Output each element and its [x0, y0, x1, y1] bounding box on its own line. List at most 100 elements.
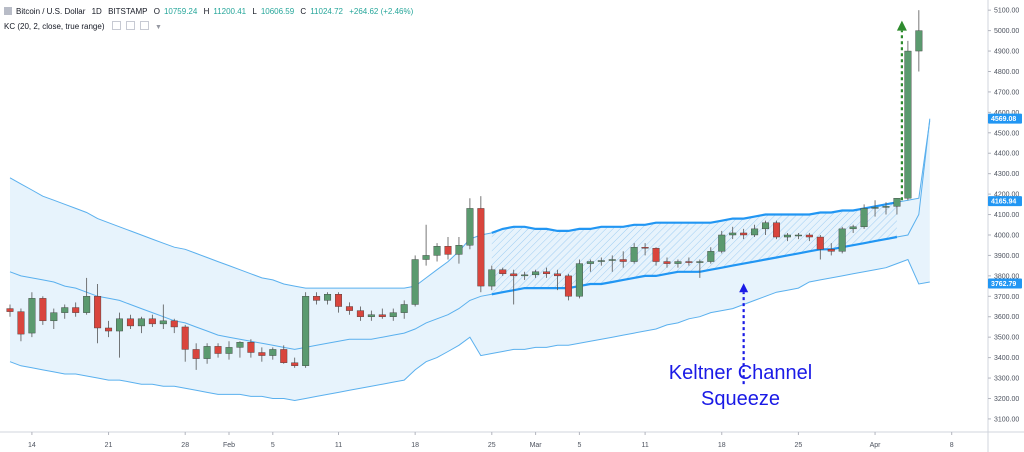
candle-body [170, 320, 178, 328]
candle-body [400, 304, 408, 313]
candle-body [378, 314, 386, 317]
candle-body [915, 30, 923, 52]
candle-body [740, 232, 748, 236]
candle-body [521, 274, 529, 277]
candle-body [444, 246, 452, 255]
candle-body [488, 269, 496, 287]
x-tick-label: 14 [28, 442, 36, 449]
high-label: H [203, 7, 210, 16]
candle-body [61, 307, 69, 313]
x-tick-label: Mar [530, 442, 543, 449]
y-tick-label: 3100.00 [994, 416, 1019, 423]
change-value: +264.62 (+2.46%) [349, 7, 414, 16]
y-tick-label: 4000.00 [994, 232, 1019, 239]
squeeze-zone [491, 202, 897, 295]
candle-body [532, 271, 540, 276]
candle-body [608, 259, 616, 261]
y-tick-label: 4800.00 [994, 69, 1019, 76]
x-tick-label: 25 [488, 442, 496, 449]
chevron-down-icon[interactable]: ▼ [154, 24, 162, 31]
candle-body [882, 206, 890, 208]
candle-body [707, 251, 715, 262]
candle-body [225, 347, 233, 354]
y-tick-label: 4200.00 [994, 192, 1019, 199]
candle-body [203, 346, 211, 359]
squeeze-upper-line [491, 201, 898, 234]
low-value: 10606.59 [260, 7, 295, 16]
candle-body [838, 228, 846, 252]
x-tick-label: 11 [641, 442, 648, 449]
candle-body [849, 226, 857, 230]
candle-body [411, 259, 419, 305]
open-value: 10759.24 [163, 7, 198, 16]
candle-body [904, 50, 912, 199]
candle-body [367, 314, 375, 317]
candle-body [827, 249, 835, 252]
indicator-label[interactable]: KC (20, 2, close, true range) [4, 22, 105, 31]
breakout-arrowhead [896, 20, 907, 31]
interval[interactable]: 1D [91, 7, 102, 16]
candle-body [477, 208, 485, 287]
candle-body [181, 326, 189, 350]
symbol-icon[interactable] [4, 7, 12, 15]
candle-body [696, 261, 704, 263]
price-tag-label: 3762.79 [991, 281, 1016, 288]
squeeze-arrowhead [739, 283, 749, 293]
candle-body [510, 273, 518, 277]
candle-body [543, 271, 551, 275]
y-tick-label: 3200.00 [994, 396, 1019, 403]
indicator-row: KC (20, 2, close, true range) ▼ [4, 21, 166, 31]
candle-body [762, 222, 770, 230]
y-tick-label: 4300.00 [994, 171, 1019, 178]
candle-body [499, 269, 507, 275]
y-tick-label: 3500.00 [994, 335, 1019, 342]
settings-icon[interactable] [125, 21, 135, 30]
candle-body [564, 275, 572, 297]
y-tick-label: 5100.00 [994, 8, 1019, 15]
candle-body [597, 260, 605, 262]
y-tick-label: 3900.00 [994, 253, 1019, 260]
candle-body [83, 296, 91, 313]
x-tick-label: Feb [223, 442, 235, 449]
candle-body [269, 349, 277, 356]
annotation-line-2: Squeeze [701, 388, 780, 410]
y-tick-label: 4100.00 [994, 212, 1019, 219]
eye-icon[interactable] [111, 21, 121, 30]
candle-body [794, 234, 802, 237]
candle-body [291, 362, 299, 366]
x-tick-label: 18 [718, 442, 726, 449]
symbol-name[interactable]: Bitcoin / U.S. Dollar [16, 7, 86, 16]
keltner-fill [10, 120, 930, 401]
candle-body [422, 255, 430, 260]
candle-body [433, 246, 441, 256]
x-tick-label: 18 [411, 442, 419, 449]
y-tick-label: 3700.00 [994, 294, 1019, 301]
close-icon[interactable] [139, 21, 149, 30]
candle-body [236, 342, 244, 348]
y-tick-label: 5000.00 [994, 28, 1019, 35]
keltner-lower-line [9, 258, 930, 402]
candle-body [630, 247, 638, 262]
price-tag-label: 4569.08 [991, 116, 1016, 123]
candle-body [72, 307, 80, 313]
candle-body [619, 259, 627, 262]
candle-body [192, 349, 200, 359]
candle-body [674, 261, 682, 264]
y-tick-label: 4700.00 [994, 89, 1019, 96]
candle-body [729, 232, 737, 236]
candle-body [356, 310, 364, 317]
candle-body [860, 208, 868, 228]
y-tick-label: 3800.00 [994, 273, 1019, 280]
candle-body [302, 296, 310, 366]
y-tick-label: 4600.00 [994, 110, 1019, 117]
candle-body [335, 294, 343, 307]
candle-body [805, 234, 813, 238]
candle-body [641, 247, 649, 249]
candle-body [773, 222, 781, 238]
x-tick-label: 21 [105, 442, 113, 449]
exchange: BITSTAMP [108, 7, 148, 16]
x-tick-label: 5 [271, 442, 275, 449]
squeeze-annotation: Keltner Channel Squeeze [628, 360, 853, 412]
x-tick-label: 5 [577, 442, 581, 449]
